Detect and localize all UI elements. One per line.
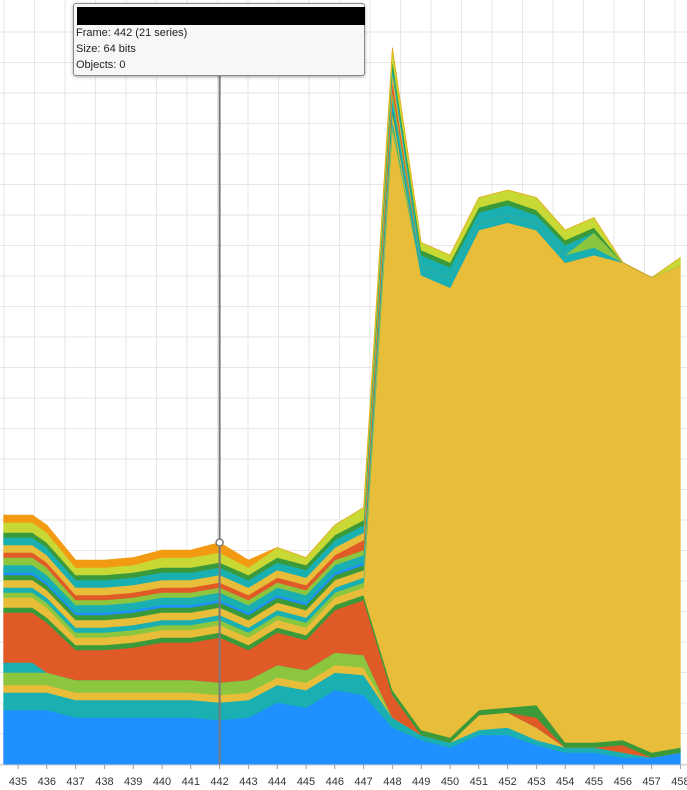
x-axis-ticks: 435 436 437 438 439 440 441 442 443 444 445 446 447 4… <box>9 765 687 788</box>
x-tick-label: 445 <box>297 776 315 788</box>
x-tick-label: 437 <box>66 776 84 788</box>
x-tick-label: 439 <box>124 776 142 788</box>
x-tick-label: 444 <box>268 776 286 788</box>
x-tick-label: 449 <box>412 776 430 788</box>
x-tick-label: 451 <box>470 776 488 788</box>
x-tick-label: 455 <box>585 776 603 788</box>
series-area-21 <box>3 47 681 568</box>
tooltip-title-redacted <box>77 7 365 25</box>
x-tick-label: 442 <box>210 776 228 788</box>
tooltip-size: Size: 64 bits <box>76 43 136 55</box>
tooltip-objects: Objects: 0 <box>76 59 126 71</box>
crosshair-marker <box>215 538 224 547</box>
x-tick-label: 435 <box>9 776 27 788</box>
x-tick-label: 454 <box>556 776 574 788</box>
hover-tooltip: Frame: 442 (21 series) Size: 64 bits Obj… <box>73 3 365 76</box>
x-tick-label: 457 <box>642 776 660 788</box>
x-tick-label: 448 <box>383 776 401 788</box>
series-areas <box>3 47 681 766</box>
x-tick-label: 456 <box>614 776 632 788</box>
x-tick-label: 453 <box>527 776 545 788</box>
tooltip-frame: Frame: 442 (21 series) <box>76 27 188 39</box>
x-tick-label: 452 <box>498 776 516 788</box>
x-tick-label: 450 <box>441 776 459 788</box>
x-tick-label: 458 <box>671 776 687 788</box>
x-tick-label: 443 <box>239 776 257 788</box>
x-tick-label: 447 <box>354 776 372 788</box>
x-tick-label: 440 <box>153 776 171 788</box>
x-tick-label: 436 <box>38 776 56 788</box>
x-tick-label: 441 <box>182 776 200 788</box>
x-tick-label: 446 <box>326 776 344 788</box>
x-tick-label: 438 <box>95 776 113 788</box>
tooltip-lines: Frame: 442 (21 series) Size: 64 bits Obj… <box>76 25 187 73</box>
